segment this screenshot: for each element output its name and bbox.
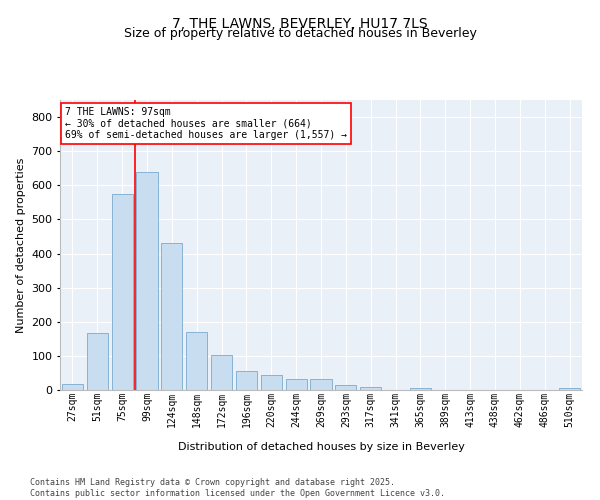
Bar — [236, 370, 257, 390]
Bar — [261, 375, 282, 390]
Bar — [186, 332, 207, 390]
Text: Size of property relative to detached houses in Beverley: Size of property relative to detached ho… — [124, 28, 476, 40]
Bar — [310, 379, 332, 390]
Bar — [161, 244, 182, 390]
Bar — [112, 194, 133, 390]
Bar — [62, 384, 83, 390]
Bar — [360, 387, 381, 390]
Bar — [286, 379, 307, 390]
Bar — [87, 332, 108, 390]
Bar — [410, 388, 431, 390]
Bar — [335, 385, 356, 390]
Text: Contains HM Land Registry data © Crown copyright and database right 2025.
Contai: Contains HM Land Registry data © Crown c… — [30, 478, 445, 498]
Text: 7 THE LAWNS: 97sqm
← 30% of detached houses are smaller (664)
69% of semi-detach: 7 THE LAWNS: 97sqm ← 30% of detached hou… — [65, 108, 347, 140]
Text: Distribution of detached houses by size in Beverley: Distribution of detached houses by size … — [178, 442, 464, 452]
Bar — [559, 388, 580, 390]
Y-axis label: Number of detached properties: Number of detached properties — [16, 158, 26, 332]
Bar — [211, 355, 232, 390]
Text: 7, THE LAWNS, BEVERLEY, HU17 7LS: 7, THE LAWNS, BEVERLEY, HU17 7LS — [172, 18, 428, 32]
Bar — [136, 172, 158, 390]
